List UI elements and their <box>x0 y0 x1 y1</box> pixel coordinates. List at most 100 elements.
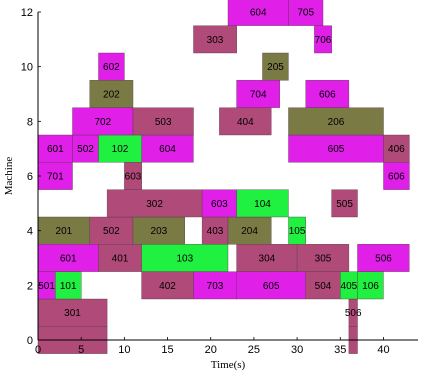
task-bar-label: 604 <box>159 144 176 155</box>
task-bar-label: 201 <box>56 226 73 237</box>
y-tick-label: 10 <box>21 62 33 74</box>
task-bar-group: 104 <box>236 189 289 218</box>
task-bar-label: 606 <box>388 172 405 183</box>
task-bar-group: 604 <box>227 0 289 26</box>
task-bar <box>219 107 272 136</box>
y-tick-label: 8 <box>27 116 33 128</box>
task-bar-label: 301 <box>64 308 81 319</box>
task-bar-label: 202 <box>103 90 120 101</box>
task-bar <box>227 216 272 245</box>
task-bar-group: 206 <box>288 107 384 136</box>
task-bar-label: 605 <box>328 144 345 155</box>
task-bar <box>357 271 384 300</box>
task-bar-group: 506 <box>345 298 362 327</box>
task-bar <box>98 244 142 272</box>
task-bar <box>383 134 410 163</box>
task-bar-label: 601 <box>60 254 77 265</box>
task-bar-label: 404 <box>237 117 254 128</box>
task-bar-group: 702 <box>72 107 134 136</box>
task-bar-label: 203 <box>151 226 168 237</box>
task-bar-group: 606 <box>305 80 350 108</box>
task-bar-group: 405 <box>340 271 358 300</box>
task-bar <box>262 52 289 81</box>
task-bar-label: 705 <box>297 8 314 19</box>
y-tick-label: 2 <box>27 280 33 292</box>
task-bar-group: 402 <box>141 271 194 300</box>
task-bar <box>236 189 289 218</box>
task-bar-label: 605 <box>263 281 280 292</box>
task-bar-label: 604 <box>250 8 267 19</box>
task-bar-group: 701 <box>37 162 73 190</box>
task-bar-label: 101 <box>60 281 77 292</box>
task-bar-label: 204 <box>241 226 258 237</box>
task-bar <box>89 216 134 245</box>
task-bar <box>288 216 306 245</box>
y-tick-label: 6 <box>27 171 33 183</box>
task-bar <box>201 216 229 245</box>
task-bar-group: 401 <box>98 244 142 272</box>
task-bar-group: 202 <box>89 80 134 108</box>
task-bar-label: 406 <box>388 144 405 155</box>
task-bar-label: 501 <box>38 281 55 292</box>
task-bar-group: 301 <box>37 298 108 327</box>
task-bar <box>72 107 134 136</box>
task-bar <box>89 80 134 108</box>
task-bar <box>331 189 358 218</box>
task-bar-group: 502 <box>72 134 99 163</box>
task-bar-label: 506 <box>345 308 362 319</box>
task-bar-label: 503 <box>155 117 172 128</box>
task-bar <box>288 107 384 136</box>
y-axis-label: Machine <box>3 157 15 196</box>
task-bar-group: 404 <box>219 107 272 136</box>
task-bar-group: 302 <box>106 189 203 218</box>
task-bar-label: 206 <box>328 117 345 128</box>
task-bar-label: 102 <box>112 144 129 155</box>
task-bar-label: 305 <box>315 254 332 265</box>
task-bar-label: 704 <box>250 90 267 101</box>
task-bar <box>141 271 194 300</box>
task-bar-group: 505 <box>331 189 358 218</box>
task-bar-label: 601 <box>47 144 64 155</box>
task-bar-group: 601 <box>37 244 99 272</box>
task-bar <box>132 216 185 245</box>
task-bar-label: 602 <box>103 62 120 73</box>
task-bar-group: 706 <box>314 25 332 54</box>
task-bar-group: 203 <box>132 216 185 245</box>
y-tick-label: 4 <box>27 226 33 238</box>
task-bar <box>288 0 324 26</box>
task-bar-group: 105 <box>288 216 306 245</box>
task-bar-group: 605 <box>236 271 306 300</box>
task-bar-group: 201 <box>37 216 90 245</box>
task-bar-group: 504 <box>305 271 341 300</box>
task-bar-group: 303 <box>193 25 237 54</box>
task-bar <box>236 80 281 108</box>
task-bar <box>37 162 73 190</box>
task-bar-group: 602 <box>98 52 125 81</box>
x-tick-label: 35 <box>334 344 346 356</box>
task-bar-label: 304 <box>259 254 276 265</box>
task-bar-label: 402 <box>159 281 176 292</box>
x-axis-label: Time(s) <box>211 359 246 371</box>
task-bar <box>55 271 82 300</box>
task-bar-group: 705 <box>288 0 324 26</box>
task-bar-group: 102 <box>98 134 142 163</box>
task-bar-label: 104 <box>254 199 271 210</box>
task-bar <box>106 189 203 218</box>
task-bar-label: 505 <box>336 199 353 210</box>
task-bar-group: 603 <box>124 162 142 190</box>
task-bar-label: 504 <box>315 281 332 292</box>
task-bar-label: 701 <box>47 172 64 183</box>
task-bar-group: 106 <box>357 271 384 300</box>
task-bar <box>141 244 229 272</box>
task-bar-group: 605 <box>288 134 384 163</box>
x-tick-label: 10 <box>118 344 130 356</box>
x-tick-label: 0 <box>35 344 41 356</box>
task-bar-label: 303 <box>207 35 224 46</box>
task-bar-group: 304 <box>236 244 298 272</box>
task-bar-label: 105 <box>289 226 306 237</box>
x-tick-label: 40 <box>377 344 389 356</box>
task-bar-group: 506 <box>357 244 410 272</box>
task-bar <box>201 189 237 218</box>
